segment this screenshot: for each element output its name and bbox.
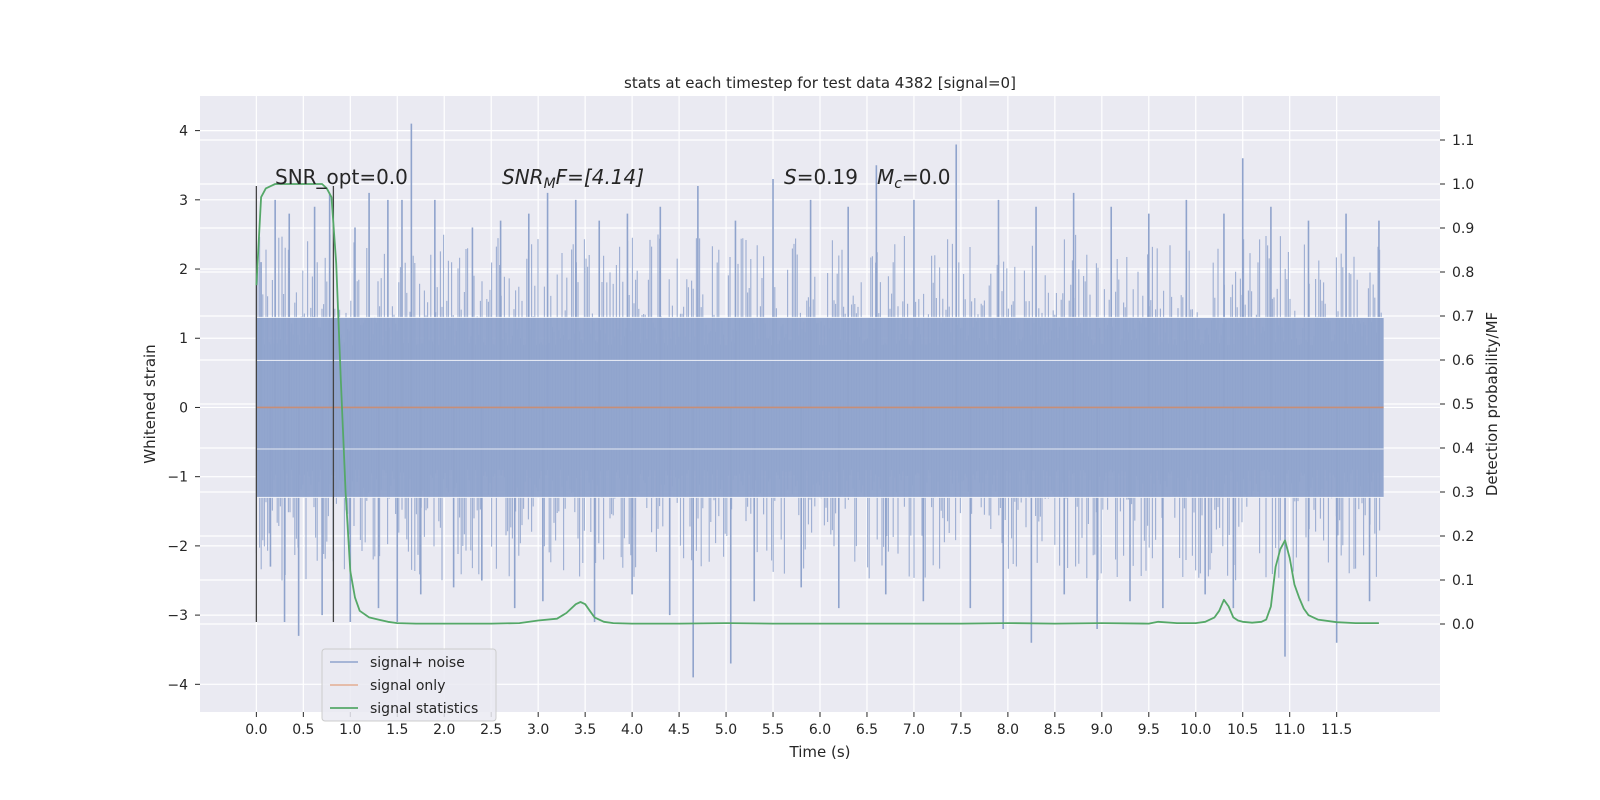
y-tick-label-left: 4 <box>179 124 188 140</box>
y-tick-label-left: −3 <box>167 608 188 624</box>
x-tick-label: 4.5 <box>668 722 690 738</box>
x-tick-label: 8.5 <box>1044 722 1066 738</box>
legend-box <box>321 648 497 722</box>
x-tick-label: 2.0 <box>433 722 455 738</box>
x-tick-label: 0.5 <box>292 722 314 738</box>
vertical-markers <box>255 185 335 623</box>
x-axis-label: Time (s) <box>789 743 851 761</box>
x-tick-label: 8.0 <box>997 722 1019 738</box>
x-tick-label: 0.0 <box>245 722 267 738</box>
legend-label-signal-statistics: signal statistics <box>370 701 478 717</box>
legend: signal+ noise signal only signal statist… <box>321 648 497 722</box>
x-tick-label: 9.0 <box>1091 722 1113 738</box>
x-tick-label: 2.5 <box>480 722 502 738</box>
y-axis-label-left: Whitened strain <box>141 344 159 463</box>
y-tick-label-left: 3 <box>179 193 188 209</box>
y-tick-label-left: 1 <box>179 331 188 347</box>
y-tick-label-right: 0.7 <box>1452 309 1474 325</box>
y-tick-label-left: −1 <box>167 470 188 486</box>
y-tick-label-right: 0.8 <box>1452 265 1474 281</box>
y-tick-label-left: −4 <box>167 677 188 693</box>
y-tick-label-right: 0.1 <box>1452 573 1474 589</box>
x-tick-label: 6.5 <box>856 722 878 738</box>
x-tick-label: 3.0 <box>527 722 549 738</box>
signal-statistics-line <box>255 183 1379 625</box>
y-tick-label-right: 0.3 <box>1452 485 1474 501</box>
y-tick-label-right: 0.6 <box>1452 353 1474 369</box>
legend-label-signal-only: signal only <box>370 678 445 694</box>
x-tick-label: 4.0 <box>621 722 643 738</box>
y-tick-label-left: −2 <box>167 539 188 555</box>
x-tick-label: 6.0 <box>809 722 831 738</box>
y-tick-label-left: 2 <box>179 262 188 278</box>
y-tick-label-right: 0.4 <box>1452 441 1474 457</box>
x-tick-label: 9.5 <box>1138 722 1160 738</box>
y-tick-label-right: 0.5 <box>1452 397 1474 413</box>
x-tick-label: 5.0 <box>715 722 737 738</box>
annotation-mc: Mc=0.0 <box>877 165 951 192</box>
x-tick-label: 7.0 <box>903 722 925 738</box>
x-tick-label: 11.0 <box>1274 722 1305 738</box>
y-tick-label-right: 0.2 <box>1452 529 1474 545</box>
y-tick-label-left: 0 <box>179 400 188 416</box>
x-tick-label: 5.5 <box>762 722 784 738</box>
y-tick-label-right: 1.1 <box>1452 133 1474 149</box>
x-tick-label: 7.5 <box>950 722 972 738</box>
x-tick-label: 10.5 <box>1227 722 1258 738</box>
x-tick-label: 1.5 <box>386 722 408 738</box>
x-tick-label: 1.0 <box>339 722 361 738</box>
ticks: 0.0 0.5 1.0 1.5 2.0 2.5 3.0 3.5 4.0 4.5 5.0 5.5 6.0 6… <box>167 124 1474 738</box>
y-tick-label-right: 1.0 <box>1452 177 1474 193</box>
legend-label-signal-plus-noise: signal+ noise <box>370 655 465 671</box>
x-tick-label: 10.0 <box>1180 722 1211 738</box>
y-tick-label-right: 0.9 <box>1452 221 1474 237</box>
annotation-snr-mf: SNRMF=[4.14] <box>502 165 644 192</box>
x-tick-label: 3.5 <box>574 722 596 738</box>
x-tick-label: 11.5 <box>1321 722 1352 738</box>
chart-title: stats at each timestep for test data 438… <box>624 74 1016 92</box>
series-signal-statistics <box>255 183 1379 625</box>
y-axis-label-right: Detection probability/MF <box>1483 312 1501 496</box>
y-tick-label-right: 0.0 <box>1452 617 1474 633</box>
annotation-snr-opt: SNR_opt=0.0 <box>275 165 408 189</box>
annotation-s: S=0.19 <box>784 165 858 189</box>
